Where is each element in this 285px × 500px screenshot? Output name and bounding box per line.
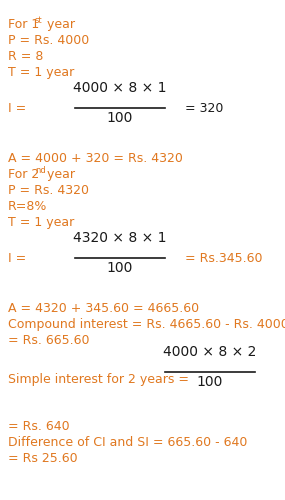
Text: A = 4320 + 345.60 = 4665.60: A = 4320 + 345.60 = 4665.60 [8, 302, 199, 315]
Text: 4000 × 8 × 1: 4000 × 8 × 1 [73, 81, 167, 95]
Text: P = Rs. 4320: P = Rs. 4320 [8, 184, 89, 197]
Text: year: year [43, 168, 75, 181]
Text: For 1: For 1 [8, 18, 39, 31]
Text: 100: 100 [197, 375, 223, 389]
Text: T = 1 year: T = 1 year [8, 216, 74, 229]
Text: 100: 100 [107, 111, 133, 125]
Text: = Rs.345.60: = Rs.345.60 [185, 252, 262, 264]
Text: = 320: = 320 [185, 102, 223, 114]
Text: I =: I = [8, 102, 26, 114]
Text: I =: I = [8, 252, 26, 264]
Text: Compound interest = Rs. 4665.60 - Rs. 4000: Compound interest = Rs. 4665.60 - Rs. 40… [8, 318, 285, 331]
Text: = Rs. 640: = Rs. 640 [8, 420, 70, 433]
Text: R=8%: R=8% [8, 200, 47, 213]
Text: Difference of CI and SI = 665.60 - 640: Difference of CI and SI = 665.60 - 640 [8, 436, 247, 449]
Text: For 2: For 2 [8, 168, 39, 181]
Text: 100: 100 [107, 261, 133, 275]
Text: Simple interest for 2 years =: Simple interest for 2 years = [8, 374, 189, 386]
Text: 4320 × 8 × 1: 4320 × 8 × 1 [73, 231, 167, 245]
Text: P = Rs. 4000: P = Rs. 4000 [8, 34, 89, 47]
Text: st: st [35, 16, 43, 25]
Text: nd: nd [35, 166, 46, 175]
Text: = Rs 25.60: = Rs 25.60 [8, 452, 78, 465]
Text: 4000 × 8 × 2: 4000 × 8 × 2 [163, 345, 257, 359]
Text: R = 8: R = 8 [8, 50, 43, 63]
Text: A = 4000 + 320 = Rs. 4320: A = 4000 + 320 = Rs. 4320 [8, 152, 183, 165]
Text: T = 1 year: T = 1 year [8, 66, 74, 79]
Text: = Rs. 665.60: = Rs. 665.60 [8, 334, 89, 347]
Text: year: year [43, 18, 75, 31]
